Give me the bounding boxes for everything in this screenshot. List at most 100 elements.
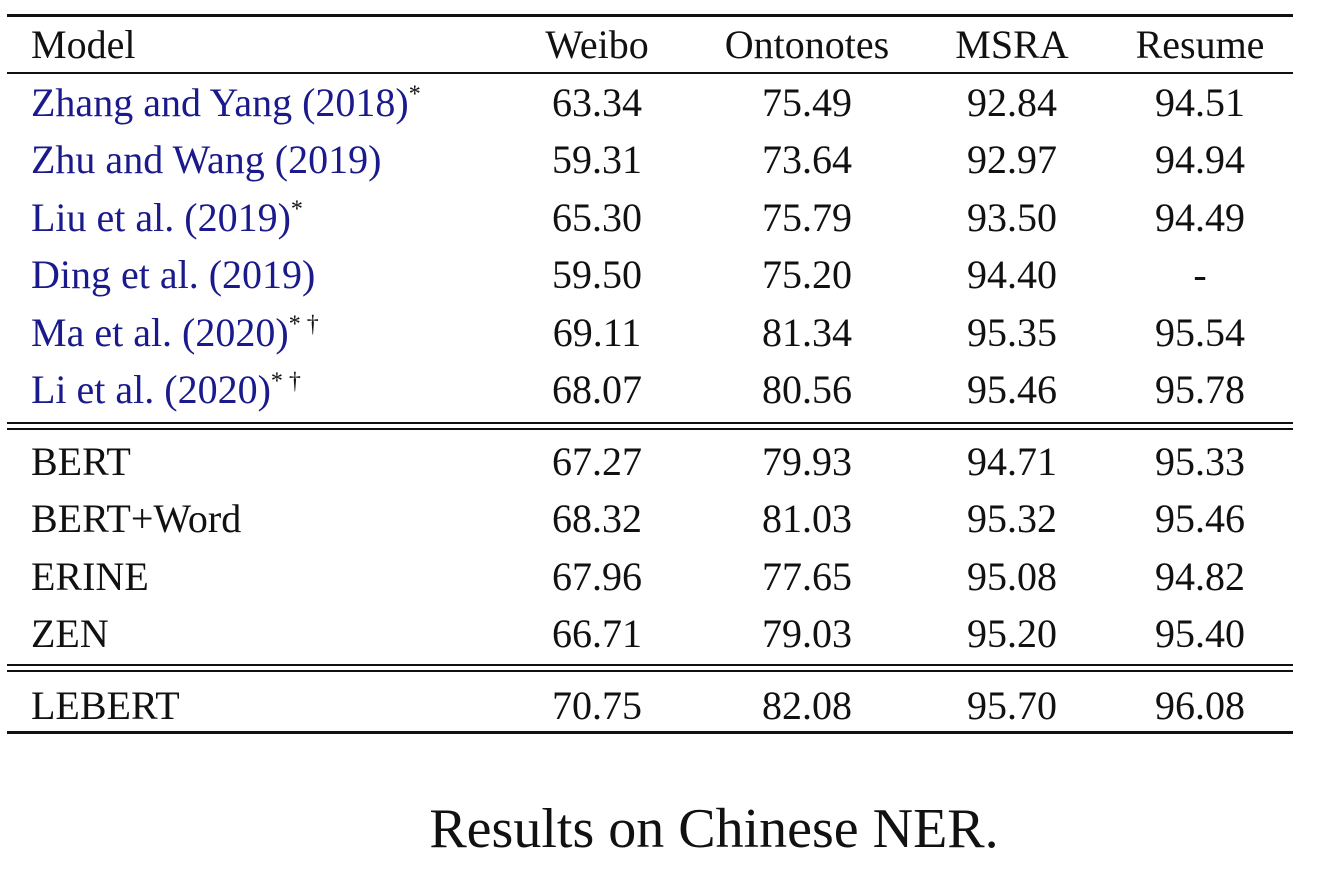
table-row: ERINE 67.96 77.65 95.08 94.82	[7, 548, 1293, 606]
score-resume: 94.51	[1155, 79, 1245, 125]
score-ontonotes: 82.08	[762, 682, 852, 728]
table-row: Zhu and Wang (2019) 59.31 73.64 92.97 94.94	[7, 131, 1293, 189]
score-msra: 95.35	[967, 309, 1057, 355]
model-name: Liu et al. (2019)	[31, 194, 291, 240]
model-name: ERINE	[31, 553, 149, 599]
score-msra: 95.46	[967, 367, 1057, 412]
score-msra: 94.71	[967, 438, 1057, 484]
score-weibo: 68.07	[552, 367, 642, 412]
group-separator	[7, 663, 1293, 677]
score-weibo: 69.11	[552, 309, 642, 355]
table-caption: Results on Chinese NER.	[429, 798, 999, 860]
group-separator-cell	[7, 663, 1293, 677]
table-row: Li et al. (2020)* † 68.07 80.56 95.46 95.78	[7, 361, 1293, 419]
group1-rule-a	[7, 422, 1293, 424]
score-resume: -	[1193, 252, 1207, 297]
score-msra: 92.97	[967, 137, 1057, 182]
model-cell: Liu et al. (2019)*	[7, 189, 497, 247]
score-ontonotes: 80.56	[762, 367, 852, 412]
score-ontonotes: 75.79	[762, 194, 852, 240]
group2-rule-a	[7, 664, 1293, 666]
score-resume: 95.78	[1155, 367, 1245, 412]
top-rule	[7, 14, 1293, 17]
score-weibo: 70.75	[552, 682, 642, 728]
score-weibo: 68.32	[552, 496, 642, 541]
model-cell: BERT+Word	[7, 490, 497, 548]
model-cell: Zhu and Wang (2019)	[7, 131, 497, 189]
table-row: Ding et al. (2019) 59.50 75.20 94.40 -	[7, 246, 1293, 304]
score-msra: 93.50	[967, 194, 1057, 240]
group2-rule-b	[7, 670, 1293, 672]
score-resume: 95.54	[1155, 309, 1245, 355]
footnote-marks: * †	[288, 311, 319, 338]
table-row: BERT 67.27 79.93 94.71 95.33	[7, 433, 1293, 491]
score-ontonotes: 77.65	[762, 553, 852, 599]
header-resume: Resume	[1135, 22, 1265, 67]
score-ontonotes: 79.03	[762, 611, 852, 656]
score-resume: 94.49	[1155, 194, 1245, 240]
score-weibo: 63.34	[552, 79, 642, 125]
footnote-marks: *	[408, 81, 421, 108]
score-msra: 94.40	[967, 252, 1057, 297]
header-model: Model	[31, 22, 136, 67]
score-ontonotes: 79.93	[762, 438, 852, 484]
model-name: BERT	[31, 438, 131, 484]
score-resume: 94.82	[1155, 553, 1245, 599]
model-cell: ZEN	[7, 605, 497, 663]
score-ontonotes: 75.20	[762, 252, 852, 297]
score-ontonotes: 81.34	[762, 309, 852, 355]
model-name: Li et al. (2020)	[31, 367, 271, 412]
model-name: ZEN	[31, 611, 109, 656]
group1-rule-b	[7, 428, 1293, 430]
model-cell: Ma et al. (2020)* †	[7, 304, 497, 362]
header-msra: MSRA	[955, 22, 1069, 67]
model-cell: Li et al. (2020)* †	[7, 361, 497, 419]
model-cell: Ding et al. (2019)	[7, 246, 497, 304]
score-msra: 95.20	[967, 611, 1057, 656]
score-weibo: 66.71	[552, 611, 642, 656]
table-body: Zhang and Yang (2018)* 63.34 75.49 92.84 94.…	[7, 74, 1293, 735]
model-name: Zhang and Yang (2018)	[31, 79, 409, 125]
group-separator	[7, 419, 1293, 433]
bottom-rule	[7, 731, 1293, 734]
score-resume: 96.08	[1155, 682, 1245, 728]
header-ontonotes: Ontonotes	[724, 22, 890, 67]
model-cell: ERINE	[7, 548, 497, 606]
score-weibo: 67.27	[552, 438, 642, 484]
model-name: Ding et al. (2019)	[31, 252, 316, 297]
score-weibo: 59.31	[552, 137, 642, 182]
group-separator-cell	[7, 419, 1293, 433]
score-msra: 95.08	[967, 553, 1057, 599]
score-ontonotes: 75.49	[762, 79, 852, 125]
table-row: BERT+Word 68.32 81.03 95.32 95.46	[7, 490, 1293, 548]
score-weibo: 67.96	[552, 553, 642, 599]
score-ontonotes: 73.64	[762, 137, 852, 182]
model-name: BERT+Word	[31, 496, 242, 541]
model-cell: BERT	[7, 433, 497, 491]
score-resume: 95.40	[1155, 611, 1245, 656]
score-resume: 94.94	[1155, 137, 1245, 182]
table-row: Liu et al. (2019)* 65.30 75.79 93.50 94.49	[7, 189, 1293, 247]
table-row: LEBERT 70.75 82.08 95.70 96.08	[7, 677, 1293, 735]
table-row: Zhang and Yang (2018)* 63.34 75.49 92.84 94.…	[7, 74, 1293, 132]
model-name: Ma et al. (2020)	[31, 309, 289, 355]
results-table: Model Weibo Ontonotes MSRA Resume Zhang …	[7, 16, 1293, 734]
model-cell: LEBERT	[7, 677, 497, 735]
table-row: ZEN 66.71 79.03 95.20 95.40	[7, 605, 1293, 663]
score-ontonotes: 81.03	[762, 496, 852, 541]
model-name: LEBERT	[31, 682, 180, 728]
header-row: Model Weibo Ontonotes MSRA Resume	[7, 16, 1293, 74]
model-cell: Zhang and Yang (2018)*	[7, 74, 497, 132]
table-row: Ma et al. (2020)* † 69.11 81.34 95.35 95.54	[7, 304, 1293, 362]
footnote-marks: *	[290, 196, 303, 223]
score-msra: 95.32	[967, 496, 1057, 541]
score-weibo: 59.50	[552, 252, 642, 297]
header-rule	[7, 72, 1293, 74]
score-weibo: 65.30	[552, 194, 642, 240]
score-resume: 95.46	[1155, 496, 1245, 541]
score-msra: 95.70	[967, 682, 1057, 728]
model-name: Zhu and Wang (2019)	[31, 137, 382, 182]
footnote-marks: * †	[270, 368, 301, 395]
score-msra: 92.84	[967, 79, 1057, 125]
score-resume: 95.33	[1155, 438, 1245, 484]
